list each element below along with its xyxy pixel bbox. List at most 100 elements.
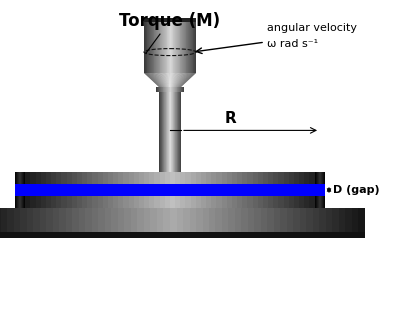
- Polygon shape: [175, 73, 184, 87]
- Bar: [166, 87, 167, 92]
- Bar: [317, 172, 318, 184]
- Bar: [190, 18, 192, 73]
- Bar: [247, 208, 254, 238]
- Bar: [66, 208, 73, 238]
- Bar: [195, 196, 201, 208]
- Bar: [17, 196, 18, 208]
- Bar: [87, 196, 93, 208]
- Bar: [209, 208, 215, 238]
- Bar: [288, 172, 294, 184]
- Bar: [175, 87, 176, 92]
- Bar: [317, 196, 318, 208]
- Polygon shape: [172, 73, 176, 87]
- Bar: [320, 196, 321, 208]
- Bar: [293, 208, 300, 238]
- Bar: [18, 172, 19, 184]
- Bar: [216, 196, 222, 208]
- Polygon shape: [147, 73, 160, 87]
- Bar: [152, 18, 153, 73]
- Bar: [211, 196, 217, 208]
- Bar: [0, 232, 364, 238]
- Bar: [176, 92, 177, 172]
- Bar: [22, 172, 23, 184]
- Bar: [159, 196, 165, 208]
- Bar: [322, 196, 323, 208]
- Bar: [315, 172, 316, 184]
- Bar: [144, 208, 151, 238]
- Polygon shape: [173, 73, 179, 87]
- Bar: [319, 196, 320, 208]
- Bar: [170, 18, 171, 73]
- Polygon shape: [172, 73, 177, 87]
- Bar: [316, 172, 317, 184]
- Bar: [97, 196, 103, 208]
- Bar: [320, 196, 321, 208]
- Bar: [146, 18, 147, 73]
- Bar: [46, 172, 52, 184]
- Bar: [242, 196, 247, 208]
- Bar: [267, 172, 273, 184]
- Bar: [72, 208, 79, 238]
- Bar: [317, 172, 318, 184]
- Bar: [164, 92, 165, 172]
- Bar: [167, 87, 168, 92]
- Bar: [72, 196, 77, 208]
- Bar: [22, 196, 23, 208]
- Bar: [170, 92, 171, 172]
- Bar: [322, 172, 323, 184]
- Bar: [24, 196, 25, 208]
- Bar: [150, 18, 152, 73]
- Bar: [177, 92, 178, 172]
- Polygon shape: [166, 73, 168, 87]
- Bar: [24, 196, 25, 208]
- Bar: [175, 92, 176, 172]
- Text: D (gap): D (gap): [332, 185, 379, 195]
- Bar: [175, 172, 180, 184]
- Bar: [108, 196, 113, 208]
- Bar: [315, 196, 316, 208]
- Bar: [15, 172, 20, 184]
- Bar: [172, 92, 173, 172]
- Bar: [159, 92, 160, 172]
- Bar: [193, 18, 194, 73]
- Bar: [159, 87, 160, 92]
- Polygon shape: [158, 73, 165, 87]
- Bar: [16, 196, 17, 208]
- Bar: [314, 172, 315, 184]
- Bar: [298, 196, 304, 208]
- Bar: [247, 196, 253, 208]
- Bar: [320, 196, 321, 208]
- Bar: [183, 87, 184, 92]
- Bar: [24, 196, 25, 208]
- Bar: [17, 172, 18, 184]
- Bar: [160, 92, 161, 172]
- Bar: [20, 172, 26, 184]
- Bar: [216, 172, 222, 184]
- Bar: [162, 18, 163, 73]
- Bar: [171, 87, 172, 92]
- Bar: [19, 172, 20, 184]
- Bar: [15, 172, 16, 184]
- Bar: [162, 92, 163, 172]
- Bar: [358, 208, 365, 238]
- Bar: [179, 87, 180, 92]
- Bar: [273, 172, 278, 184]
- Bar: [47, 208, 53, 238]
- Bar: [182, 87, 183, 92]
- Bar: [182, 87, 184, 92]
- Bar: [155, 18, 156, 73]
- Bar: [175, 92, 176, 172]
- Bar: [163, 18, 164, 73]
- Bar: [206, 196, 211, 208]
- Bar: [170, 92, 171, 172]
- Bar: [171, 92, 172, 172]
- Bar: [118, 196, 124, 208]
- Bar: [163, 208, 170, 238]
- Bar: [157, 87, 158, 92]
- Bar: [174, 87, 175, 92]
- Bar: [180, 92, 181, 172]
- Bar: [190, 196, 196, 208]
- Bar: [167, 92, 168, 172]
- Bar: [20, 208, 27, 238]
- Bar: [317, 172, 318, 184]
